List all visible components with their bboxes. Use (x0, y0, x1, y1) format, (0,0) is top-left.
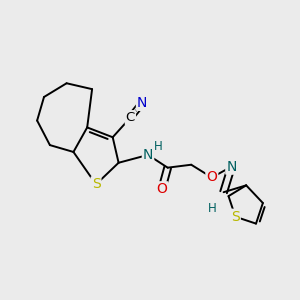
Text: N: N (226, 160, 237, 174)
Text: N: N (137, 96, 147, 110)
Text: N: N (143, 148, 153, 162)
Text: H: H (208, 202, 216, 215)
Text: O: O (156, 182, 167, 196)
Text: S: S (92, 177, 100, 191)
Text: O: O (206, 170, 217, 184)
Text: S: S (231, 210, 240, 224)
Text: H: H (154, 140, 162, 153)
Text: C: C (126, 111, 135, 124)
